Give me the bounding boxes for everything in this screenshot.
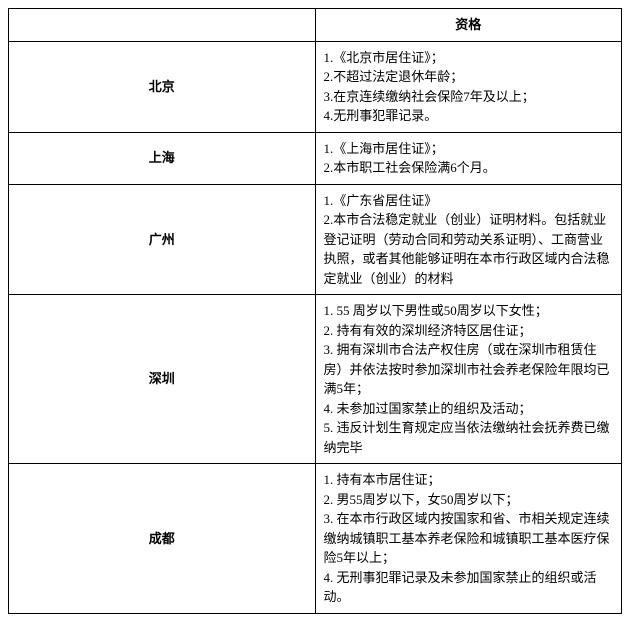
- qualification-item: 2.本市职工社会保险满6个月。: [324, 158, 614, 178]
- qualification-item: 1.《广东省居住证》: [324, 191, 614, 211]
- table-row: 广州1.《广东省居住证》2.本市合法稳定就业（创业）证明材料。包括就业登记证明（…: [9, 184, 622, 295]
- qualification-item: 3. 拥有深圳市合法产权住房（或在深圳市租赁住房）并依法按时参加深圳市社会养老保…: [324, 340, 614, 399]
- qualification-item: 2.本市合法稳定就业（创业）证明材料。包括就业登记证明（劳动合同和劳动关系证明）…: [324, 210, 614, 288]
- qualification-table: 资格 北京1.《北京市居住证》；2.不超过法定退休年龄；3.在京连续缴纳社会保险…: [8, 8, 622, 614]
- header-qualification: 资格: [315, 9, 622, 42]
- qualification-cell: 1.《上海市居住证》；2.本市职工社会保险满6个月。: [315, 132, 622, 184]
- qualification-item: 1. 持有本市居住证；: [324, 470, 614, 490]
- qualification-item: 2.不超过法定退休年龄；: [324, 67, 614, 87]
- qualification-item: 5. 违反计划生育规定应当依法缴纳社会抚养费已缴纳完毕: [324, 418, 614, 457]
- qualification-item: 2. 持有有效的深圳经济特区居住证；: [324, 321, 614, 341]
- table-row: 成都1. 持有本市居住证；2. 男55周岁以下，女50周岁以下；3. 在本市行政…: [9, 464, 622, 614]
- qualification-cell: 1.《广东省居住证》2.本市合法稳定就业（创业）证明材料。包括就业登记证明（劳动…: [315, 184, 622, 295]
- header-city: [9, 9, 316, 42]
- city-cell: 广州: [9, 184, 316, 295]
- table-body: 北京1.《北京市居住证》；2.不超过法定退休年龄；3.在京连续缴纳社会保险7年及…: [9, 41, 622, 613]
- qualification-item: 1.《北京市居住证》；: [324, 48, 614, 68]
- city-cell: 成都: [9, 464, 316, 614]
- qualification-item: 2. 男55周岁以下，女50周岁以下；: [324, 490, 614, 510]
- qualification-item: 3.在京连续缴纳社会保险7年及以上；: [324, 87, 614, 107]
- city-cell: 上海: [9, 132, 316, 184]
- table-row: 上海1.《上海市居住证》；2.本市职工社会保险满6个月。: [9, 132, 622, 184]
- qualification-item: 3. 在本市行政区域内按国家和省、市相关规定连续缴纳城镇职工基本养老保险和城镇职…: [324, 509, 614, 568]
- qualification-item: 4. 无刑事犯罪记录及未参加国家禁止的组织或活动。: [324, 568, 614, 607]
- qualification-cell: 1.《北京市居住证》；2.不超过法定退休年龄；3.在京连续缴纳社会保险7年及以上…: [315, 41, 622, 132]
- qualification-item: 4. 未参加过国家禁止的组织及活动；: [324, 399, 614, 419]
- qualification-cell: 1. 55 周岁以下男性或50周岁以下女性；2. 持有有效的深圳经济特区居住证；…: [315, 295, 622, 464]
- city-cell: 北京: [9, 41, 316, 132]
- header-row: 资格: [9, 9, 622, 42]
- qualification-item: 4.无刑事犯罪记录。: [324, 106, 614, 126]
- qualification-cell: 1. 持有本市居住证；2. 男55周岁以下，女50周岁以下；3. 在本市行政区域…: [315, 464, 622, 614]
- qualification-item: 1. 55 周岁以下男性或50周岁以下女性；: [324, 301, 614, 321]
- table-row: 北京1.《北京市居住证》；2.不超过法定退休年龄；3.在京连续缴纳社会保险7年及…: [9, 41, 622, 132]
- city-cell: 深圳: [9, 295, 316, 464]
- table-row: 深圳1. 55 周岁以下男性或50周岁以下女性；2. 持有有效的深圳经济特区居住…: [9, 295, 622, 464]
- qualification-item: 1.《上海市居住证》；: [324, 139, 614, 159]
